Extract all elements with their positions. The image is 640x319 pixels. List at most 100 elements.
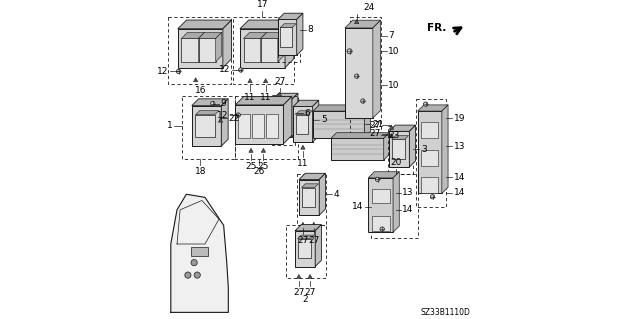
Polygon shape (277, 92, 282, 96)
Bar (313, 111, 364, 137)
Circle shape (355, 74, 359, 78)
Polygon shape (297, 274, 301, 278)
Bar (273, 100, 292, 137)
Circle shape (347, 49, 352, 54)
Polygon shape (264, 79, 268, 83)
Text: 11: 11 (297, 159, 308, 168)
Bar (297, 174, 326, 225)
Polygon shape (261, 148, 266, 152)
Polygon shape (181, 32, 205, 39)
Text: 18: 18 (195, 167, 206, 176)
Polygon shape (296, 111, 312, 115)
Text: 21: 21 (373, 120, 384, 129)
Bar (416, 100, 446, 207)
Circle shape (194, 272, 200, 278)
Bar (266, 114, 278, 137)
Polygon shape (260, 32, 267, 62)
Text: 7: 7 (388, 31, 394, 40)
Text: 27: 27 (369, 121, 381, 130)
Text: 11: 11 (244, 93, 256, 102)
Bar (331, 138, 384, 160)
Text: 27: 27 (369, 129, 381, 138)
Text: 22: 22 (228, 114, 239, 122)
Polygon shape (442, 105, 448, 194)
Polygon shape (221, 99, 228, 146)
Polygon shape (319, 173, 325, 215)
Bar (301, 188, 315, 207)
Text: SZ33B1110D: SZ33B1110D (421, 308, 471, 317)
Bar (349, 17, 381, 138)
Text: 4: 4 (334, 190, 340, 199)
Polygon shape (312, 100, 319, 142)
Bar (272, 95, 295, 145)
Text: 17: 17 (257, 0, 268, 9)
Text: 27: 27 (297, 236, 308, 245)
Circle shape (424, 102, 428, 106)
Bar (299, 180, 319, 215)
Text: 27: 27 (308, 236, 319, 245)
Bar (244, 39, 260, 62)
Polygon shape (273, 93, 298, 100)
Text: 6: 6 (305, 109, 310, 118)
Bar (252, 114, 264, 137)
Text: 5: 5 (321, 115, 326, 124)
Polygon shape (249, 148, 253, 152)
Bar (275, 108, 287, 128)
Polygon shape (192, 99, 228, 106)
Text: 19: 19 (454, 114, 465, 122)
Text: 26: 26 (253, 167, 265, 176)
Polygon shape (312, 222, 316, 226)
Bar (234, 96, 298, 159)
Polygon shape (293, 100, 319, 107)
Bar (368, 178, 393, 232)
Bar (293, 107, 312, 142)
Polygon shape (284, 97, 292, 144)
Text: 13: 13 (454, 142, 465, 151)
Polygon shape (308, 274, 312, 278)
Polygon shape (178, 20, 232, 29)
Bar (388, 126, 413, 174)
Circle shape (239, 68, 243, 72)
Polygon shape (389, 125, 394, 129)
Polygon shape (301, 222, 305, 226)
Text: 12: 12 (217, 110, 228, 120)
Text: FR.: FR. (426, 23, 446, 33)
Polygon shape (389, 125, 415, 131)
Bar (168, 17, 232, 84)
Bar (389, 131, 410, 167)
Bar (260, 39, 278, 62)
Circle shape (211, 101, 215, 106)
Bar (181, 39, 198, 62)
Polygon shape (285, 20, 294, 68)
Text: 8: 8 (308, 25, 314, 34)
Circle shape (430, 195, 435, 199)
Bar (195, 115, 214, 137)
Polygon shape (248, 79, 252, 83)
Polygon shape (292, 93, 298, 137)
Text: 20: 20 (390, 158, 402, 167)
Bar (298, 239, 310, 258)
Text: 12: 12 (219, 65, 230, 74)
Polygon shape (171, 194, 228, 312)
Text: 14: 14 (403, 205, 413, 214)
Polygon shape (389, 134, 394, 138)
Text: 27: 27 (274, 77, 285, 86)
Polygon shape (195, 111, 219, 115)
Polygon shape (216, 32, 221, 62)
Polygon shape (260, 32, 284, 39)
Circle shape (375, 177, 380, 182)
Circle shape (191, 260, 197, 266)
Polygon shape (373, 20, 381, 118)
Polygon shape (236, 97, 292, 105)
Text: 16: 16 (195, 85, 206, 95)
Circle shape (185, 272, 191, 278)
Bar (198, 39, 216, 62)
Text: 3: 3 (421, 145, 427, 154)
Text: 1: 1 (166, 122, 172, 130)
Polygon shape (355, 19, 359, 24)
Polygon shape (384, 133, 389, 160)
Polygon shape (240, 20, 294, 29)
Bar (421, 150, 438, 166)
Bar (191, 247, 208, 256)
Text: 25: 25 (258, 162, 269, 171)
